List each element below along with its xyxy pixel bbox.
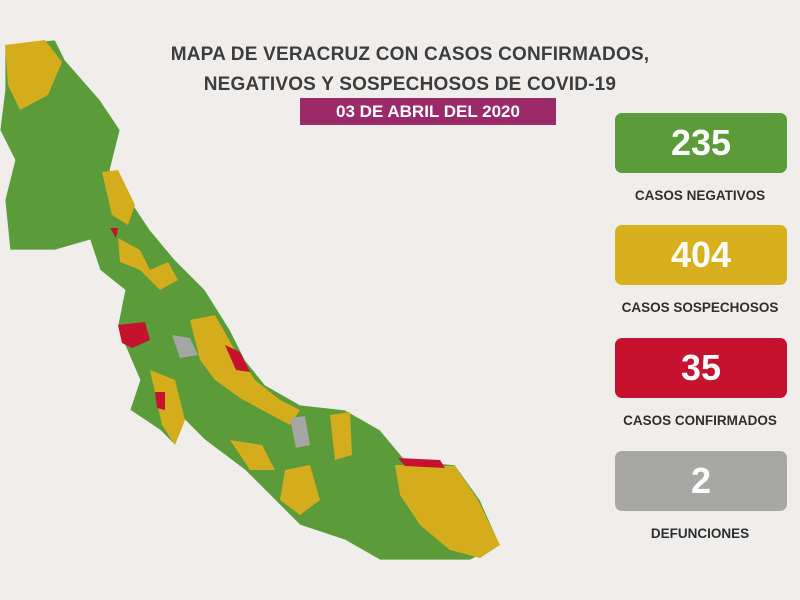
title-line: NEGATIVOS Y SOSPECHOSOS DE COVID-19 [203, 74, 617, 95]
map-suspect-region [395, 465, 500, 558]
map-confirmed-region [225, 345, 250, 372]
stat-value: 235 [615, 113, 787, 173]
map-suspect-region [330, 412, 352, 460]
map-confirmed-region [398, 458, 445, 468]
map-death-region [172, 335, 198, 358]
map-negative-region [0, 39, 501, 561]
stat-label: CASOS CONFIRMADOS [623, 413, 777, 428]
map-suspect-region [280, 465, 320, 515]
map-suspect-region [5, 40, 62, 110]
map-confirmed-region [118, 322, 150, 348]
stat-value: 35 [615, 338, 787, 398]
map-suspect-region [118, 238, 178, 290]
veracruz-map [0, 39, 501, 561]
map-death-region [290, 416, 310, 448]
map-confirmed-region [155, 392, 165, 410]
map-suspect-region [230, 440, 275, 470]
stat-label: CASOS NEGATIVOS [634, 188, 766, 203]
map-suspect-region [150, 370, 185, 445]
title-line: MAPA DE VERACRUZ CON CASOS CONFIRMADOS, [170, 44, 650, 65]
map-suspect-region [102, 170, 135, 225]
stat-value: 404 [615, 225, 787, 285]
stat-label: CASOS SOSPECHOSOS [621, 300, 779, 315]
stat-label: DEFUNCIONES [650, 526, 750, 541]
map-confirmed-region [110, 228, 118, 238]
stat-value: 2 [615, 451, 787, 511]
date-badge: 03 DE ABRIL DEL 2020 [300, 98, 556, 125]
